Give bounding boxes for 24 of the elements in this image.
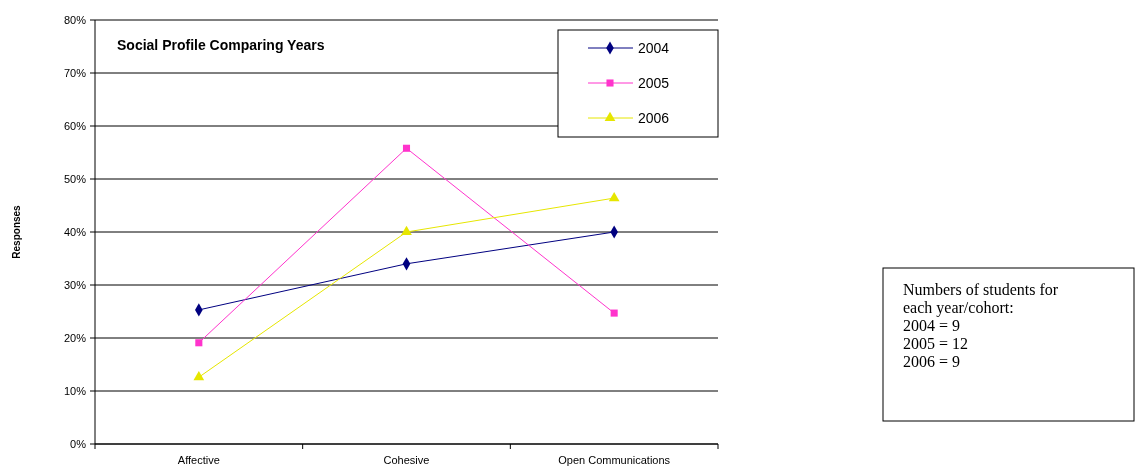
y-tick-label: 0% — [70, 437, 87, 450]
point — [608, 191, 620, 202]
point — [193, 371, 205, 381]
y-tick-label: 10% — [63, 384, 87, 397]
x-tick-label: Cohesive — [383, 454, 430, 466]
legend-label: 2005 — [638, 74, 670, 91]
text: Social Profile Comparing Years — [117, 37, 325, 53]
point — [610, 309, 618, 317]
point — [402, 144, 411, 152]
y-tick-label: 40% — [63, 225, 87, 238]
y-tick-label: 70% — [63, 66, 87, 79]
y-tick-label: 80% — [63, 13, 87, 26]
y-tick-label: 60% — [63, 119, 87, 132]
x-tick-label: Open Communications — [558, 454, 671, 466]
point — [195, 339, 203, 347]
y-tick-label: 20% — [63, 331, 87, 344]
y-tick-label: 30% — [63, 278, 87, 291]
x-tick-label: Affective — [177, 454, 220, 466]
legend-label: 2004 — [638, 39, 670, 56]
legend-label: 2006 — [638, 109, 670, 126]
point — [401, 225, 412, 236]
text: Numbers of students for each year/cohort: 2004 = 9 2005 = 12 2006 = 9 — [903, 280, 1059, 370]
y-tick-label: 50% — [63, 172, 87, 185]
y-axis-title: Responses — [11, 204, 22, 259]
